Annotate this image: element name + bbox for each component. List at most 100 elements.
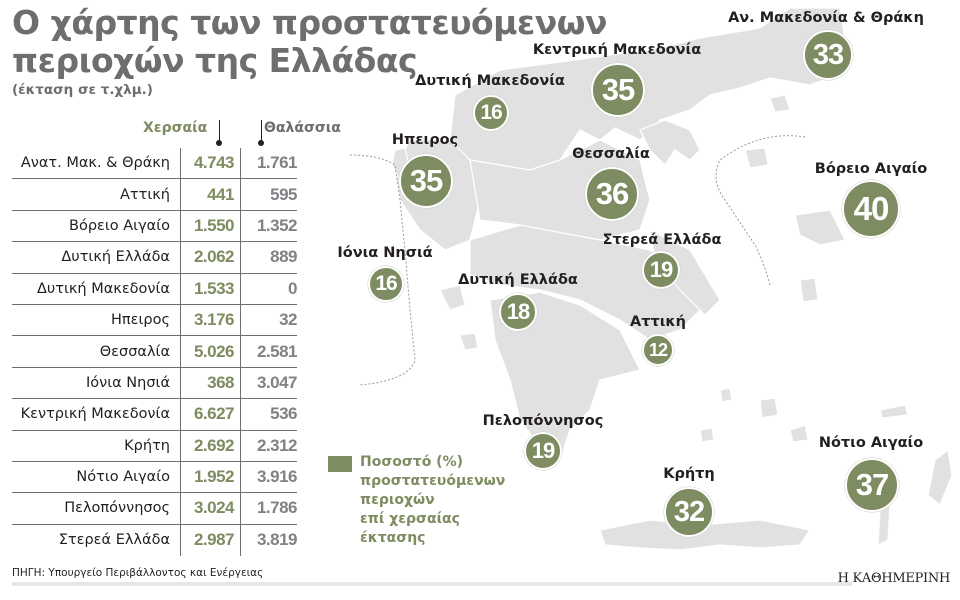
- source-note: ΠΗΓΗ: Υπουργείο Περιβάλλοντος και Ενέργε…: [12, 567, 264, 579]
- map-region-label: Αττική: [629, 314, 687, 330]
- column-header-land: Χερσαία: [143, 120, 208, 136]
- table-row: Βόρειο Αιγαίο 1.550 1.352: [12, 210, 298, 243]
- land-area: 1.550: [180, 210, 240, 242]
- land-area: 441: [180, 179, 240, 210]
- map-region-label: Ηπειρος: [391, 132, 459, 148]
- map-region-label: Κρήτη: [663, 466, 715, 482]
- table-row: Ιόνια Νησιά 368 3.047: [12, 367, 298, 400]
- map-kos: [879, 404, 909, 419]
- table-row: Ανατ. Μακ. & Θράκη 4.743 1.761: [12, 148, 298, 180]
- table-row: Δυτική Ελλάδα 2.062 889: [12, 242, 298, 274]
- land-area: 4.743: [180, 148, 240, 179]
- sea-area: 1.786: [240, 493, 298, 524]
- sea-area: 1.761: [240, 148, 298, 179]
- region-name: Κρήτη: [124, 437, 170, 454]
- table-row: Αττική 441 595: [12, 179, 298, 211]
- table-row: Δυτική Μακεδονία 1.533 0: [12, 273, 298, 305]
- land-area: 3.024: [180, 493, 240, 524]
- region-name: Δυτική Μακεδονία: [36, 280, 170, 297]
- region-name: Στερεά Ελλάδα: [58, 532, 170, 549]
- land-area: 1.952: [180, 461, 240, 493]
- subtitle: (έκταση σε τ.χλμ.): [12, 82, 153, 98]
- land-area: 1.533: [180, 273, 240, 304]
- sea-area: 3.916: [240, 461, 298, 493]
- page-title: Ο χάρτης των προστατευόμενων περιοχών τη…: [12, 4, 607, 80]
- map-region-label: Δυτική Ελλάδα: [458, 272, 578, 288]
- percentage-bubble: 32: [664, 487, 714, 537]
- region-name: Θεσσαλία: [99, 343, 170, 360]
- legend-line: επί χερσαίας: [360, 511, 460, 527]
- map-region-label: Ιόνια Νησιά: [337, 245, 433, 261]
- region-name: Δυτική Ελλάδα: [61, 249, 170, 266]
- map-region-label: Στερεά Ελλάδα: [602, 232, 722, 248]
- land-area: 6.627: [180, 399, 240, 430]
- percentage-bubble: 16: [473, 95, 509, 131]
- legend-line: Ποσοστό (%): [360, 454, 464, 470]
- footer-bar: [12, 582, 852, 586]
- legend-swatch: [328, 456, 352, 472]
- map-kefalonia: [439, 284, 466, 311]
- sea-area: 595: [240, 179, 298, 210]
- map-naxos: [759, 397, 779, 419]
- region-name: Βόρειο Αιγαίο: [69, 217, 170, 234]
- sea-area: 2.581: [240, 336, 298, 367]
- title-line-2: περιοχών της Ελλάδας: [12, 41, 418, 80]
- sea-area: 32: [240, 304, 298, 336]
- map-region-label: Δυτική Μακεδονία: [415, 73, 565, 89]
- legend-line: προστατευόμενων: [360, 473, 506, 489]
- column-header-sea: Θαλάσσια: [264, 120, 341, 136]
- map-chalkidiki: [639, 119, 701, 166]
- table-row: Κεντρική Μακεδονία 6.627 536: [12, 399, 298, 431]
- land-column-pointer-line: [219, 120, 220, 142]
- percentage-bubble: 18: [499, 293, 537, 331]
- map-region-label: Βόρειο Αιγαίο: [814, 161, 928, 177]
- percentage-bubble: 12: [642, 334, 674, 366]
- land-area: 368: [180, 367, 240, 399]
- land-area: 3.176: [180, 304, 240, 336]
- map-region-label: Κεντρική Μακεδονία: [532, 42, 702, 58]
- map-cyclades-3: [699, 427, 715, 443]
- title-line-1: Ο χάρτης των προστατευόμενων: [12, 3, 607, 42]
- sea-area: 889: [240, 242, 298, 273]
- table-row: Κρήτη 2.692 2.312: [12, 430, 298, 462]
- legend-text: Ποσοστό (%) προστατευόμενων περιοχών επί χε…: [360, 453, 530, 548]
- map-region-label: Αν. Μακεδονία & Θράκη: [728, 10, 924, 26]
- sea-area: 0: [240, 273, 298, 304]
- table-row: Θεσσαλία 5.026 2.581: [12, 336, 298, 368]
- ionian-maritime-border: [349, 154, 416, 386]
- map-limnos: [744, 147, 769, 169]
- region-name: Ανατ. Μακ. & Θράκη: [20, 155, 170, 172]
- percentage-bubble: 19: [524, 432, 562, 470]
- region-name: Κεντρική Μακεδονία: [20, 406, 170, 423]
- legend-line: περιοχών: [360, 492, 435, 508]
- table-row: Ηπειρος 3.176 32: [12, 304, 298, 337]
- map-cyclades-1: [719, 387, 733, 403]
- sea-column-pointer-dot: [258, 140, 264, 146]
- map-rhodes: [927, 448, 953, 506]
- land-area: 5.026: [180, 336, 240, 367]
- land-area: 2.062: [180, 242, 240, 273]
- percentage-bubble: 37: [845, 458, 899, 512]
- region-name: Πελοπόννησος: [64, 500, 170, 517]
- region-name: Νότιο Αιγαίο: [76, 469, 170, 486]
- map-region-peloponnese: [489, 291, 641, 471]
- map-region-label: Πελοπόννησος: [482, 413, 604, 429]
- sea-area: 1.352: [240, 210, 298, 242]
- land-column-pointer-dot: [216, 140, 222, 146]
- region-name: Ιόνια Νησιά: [85, 374, 170, 391]
- brand-logo: Η ΚΑΘΗΜΕΡΙΝΗ: [837, 571, 951, 586]
- sea-area: 536: [240, 399, 298, 430]
- sea-area: 3.819: [240, 524, 298, 557]
- map-lesvos: [794, 209, 846, 246]
- region-name: Αττική: [119, 186, 170, 203]
- area-table: Ανατ. Μακ. & Θράκη 4.743 1.761 Αττική 441 595…: [12, 148, 298, 557]
- table-row: Στερεά Ελλάδα 2.987 3.819: [12, 524, 298, 557]
- table-row: Νότιο Αιγαίο 1.952 3.916: [12, 461, 298, 494]
- map-chios: [799, 277, 819, 303]
- land-area: 2.987: [180, 524, 240, 557]
- map-karpathos: [877, 504, 891, 546]
- percentage-bubble: 16: [368, 266, 404, 302]
- map-region-label: Θεσσαλία: [572, 146, 650, 162]
- map-zakynthos: [459, 332, 479, 351]
- map-region-label: Νότιο Αιγαίο: [818, 435, 924, 451]
